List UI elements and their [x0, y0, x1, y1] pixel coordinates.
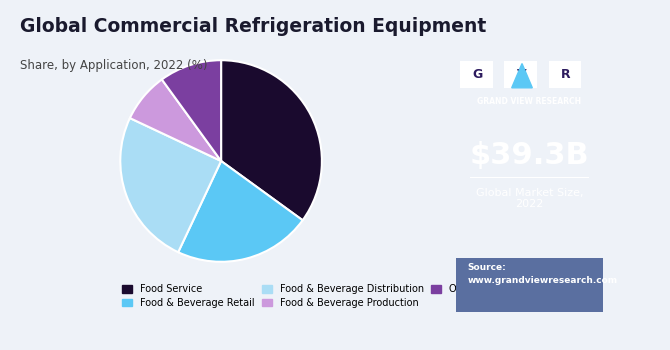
- Wedge shape: [121, 118, 221, 252]
- Text: Global Commercial Refrigeration Equipment: Global Commercial Refrigeration Equipmen…: [20, 18, 486, 36]
- Text: Share, by Application, 2022 (%): Share, by Application, 2022 (%): [20, 60, 208, 72]
- FancyBboxPatch shape: [460, 61, 492, 88]
- Text: $39.3B: $39.3B: [470, 141, 589, 170]
- Wedge shape: [162, 60, 221, 161]
- Text: Global Market Size,
2022: Global Market Size, 2022: [476, 188, 583, 209]
- Wedge shape: [221, 60, 322, 220]
- Text: V: V: [517, 68, 527, 81]
- Text: G: G: [473, 68, 483, 81]
- FancyBboxPatch shape: [549, 61, 581, 88]
- Legend: Food Service, Food & Beverage Retail, Food & Beverage Distribution, Food & Bever: Food Service, Food & Beverage Retail, Fo…: [119, 280, 486, 312]
- Wedge shape: [130, 79, 221, 161]
- FancyBboxPatch shape: [505, 61, 537, 88]
- Wedge shape: [178, 161, 303, 262]
- FancyBboxPatch shape: [456, 258, 603, 312]
- Text: Source:
www.grandviewresearch.com: Source: www.grandviewresearch.com: [468, 263, 618, 285]
- Polygon shape: [512, 64, 533, 88]
- Text: R: R: [561, 68, 571, 81]
- Text: GRAND VIEW RESEARCH: GRAND VIEW RESEARCH: [477, 97, 582, 106]
